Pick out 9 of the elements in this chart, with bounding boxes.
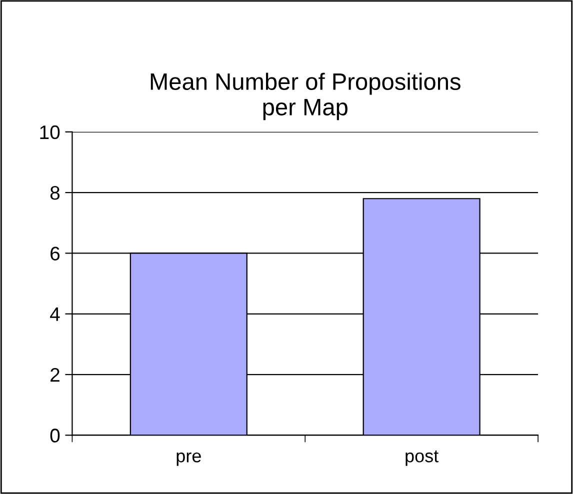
chart-title: Mean Number of Propositions per Map [150, 72, 460, 120]
y-tick-label: 6 [50, 246, 60, 260]
x-tick-label: pre [176, 452, 201, 466]
y-tick-label: 0 [50, 428, 60, 442]
y-tick-label: 2 [50, 368, 60, 382]
y-tick-label: 10 [40, 125, 60, 140]
y-tick-label: 4 [50, 308, 60, 321]
x-tick-label: post [406, 450, 439, 466]
y-tick-label: 8 [50, 186, 60, 200]
